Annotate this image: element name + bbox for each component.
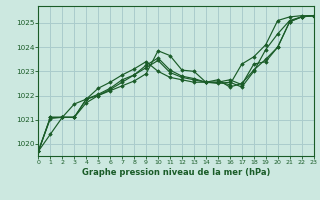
X-axis label: Graphe pression niveau de la mer (hPa): Graphe pression niveau de la mer (hPa) [82, 168, 270, 177]
